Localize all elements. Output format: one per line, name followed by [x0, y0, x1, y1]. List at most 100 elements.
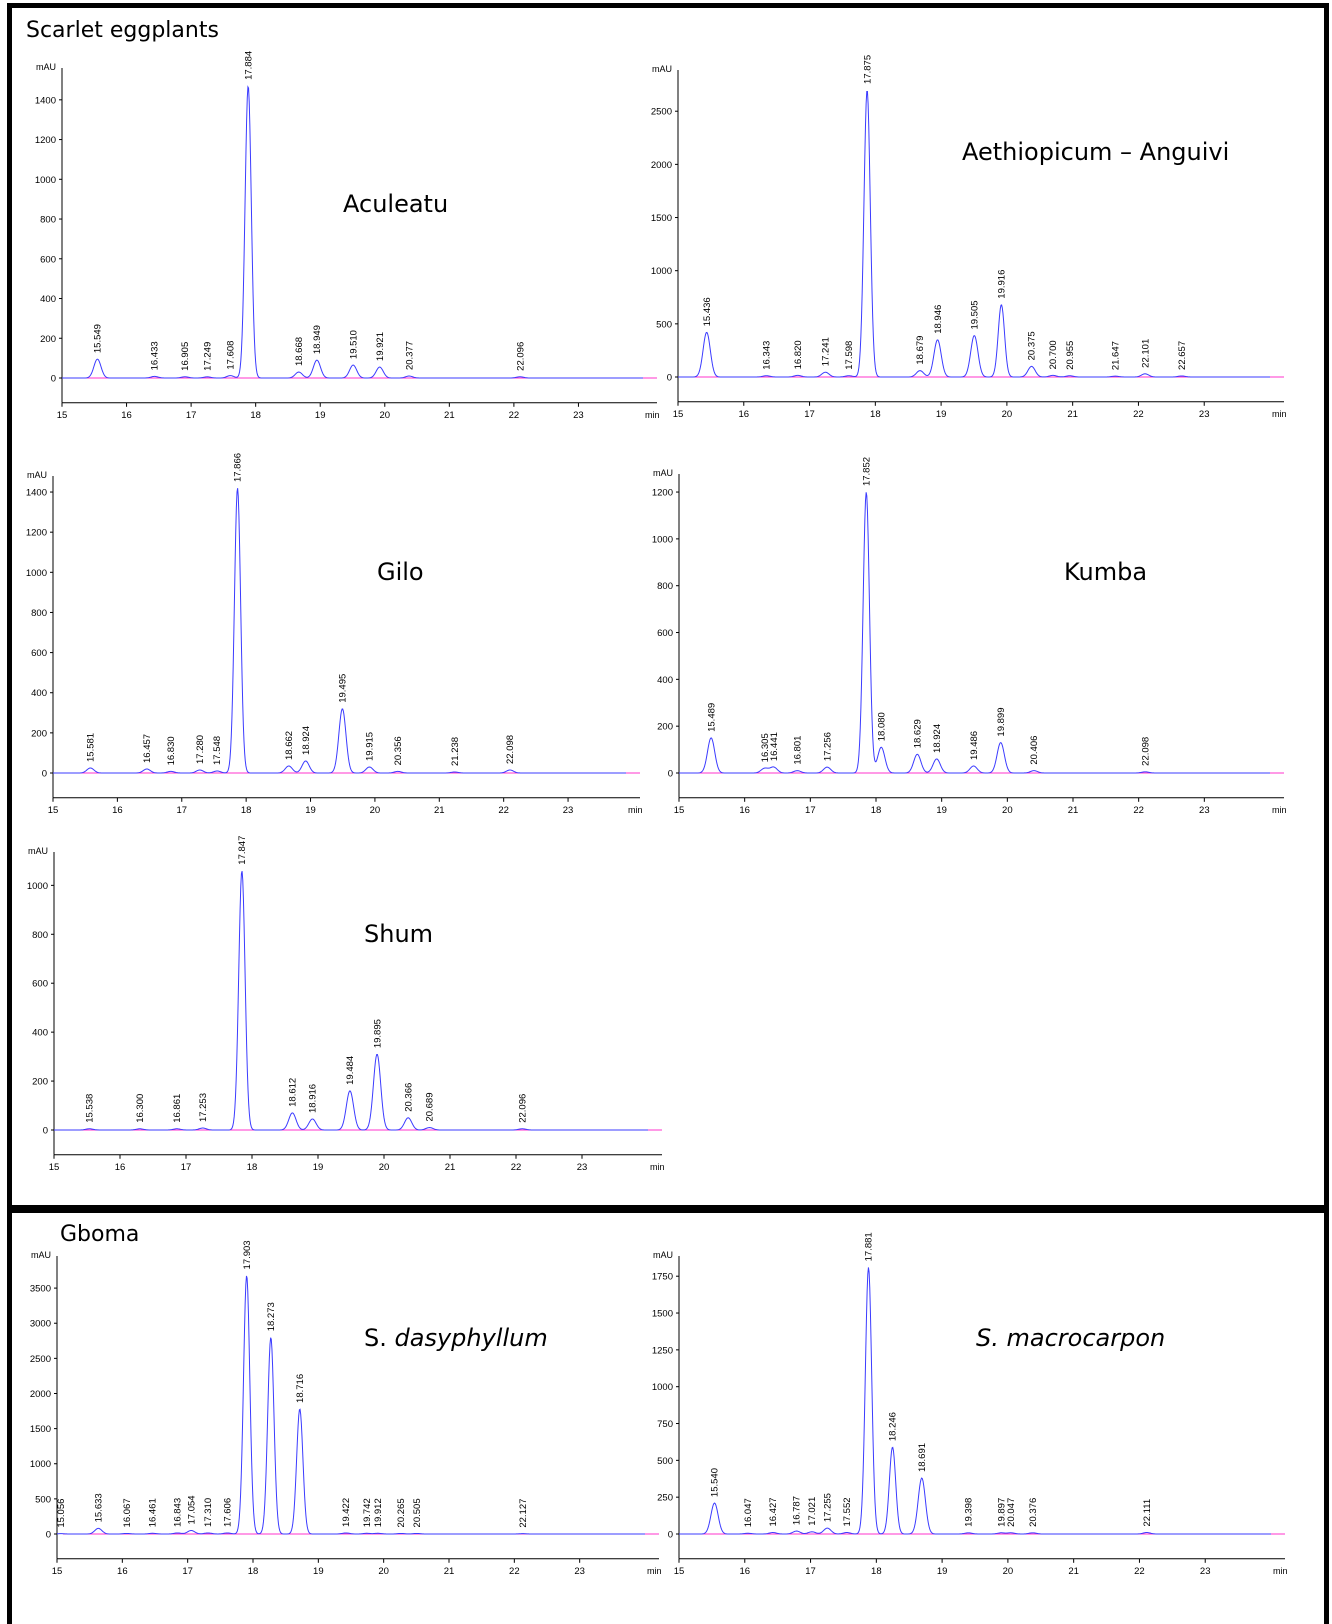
chart-title: Gilo	[377, 558, 424, 586]
y-tick-label: 1250	[652, 1345, 673, 1356]
peak-label: 19.912	[373, 1498, 384, 1527]
x-tick-label: 23	[573, 410, 584, 421]
x-tick-label: 22	[1133, 409, 1144, 420]
peak-label: 18.662	[284, 731, 295, 760]
x-tick-label: 22	[509, 1566, 520, 1577]
y-tick-label: 1000	[27, 881, 48, 892]
x-tick-label: 18	[870, 409, 881, 420]
peak-label: 15.056	[56, 1499, 67, 1528]
peak-label: 22.127	[518, 1499, 529, 1528]
x-tick-label: 23	[563, 805, 574, 816]
y-tick-label: 1000	[26, 568, 47, 579]
peak-label: 17.256	[822, 732, 833, 761]
chromatogram-dasyphyllum: mAU 0 500 1000 1500 2000 2500 3000 3500 15 16 17 18 1…	[30, 1240, 662, 1577]
peak-label: 16.300	[135, 1094, 146, 1123]
peak-label: 17.606	[222, 1498, 233, 1527]
peak-label: 19.915	[365, 732, 376, 761]
peak-label: 17.310	[203, 1498, 214, 1527]
y-tick-label: 0	[667, 373, 672, 384]
y-tick-label: 800	[657, 581, 673, 592]
peak-label: 17.847	[237, 836, 248, 865]
y-tick-label: 3000	[30, 1319, 51, 1330]
chart-title: Aethiopicum – Anguivi	[962, 138, 1229, 166]
y-tick-label: 0	[42, 769, 47, 780]
x-tick-label: 21	[1067, 409, 1078, 420]
peak-label: 17.852	[861, 457, 872, 486]
x-tick-label: 20	[1002, 409, 1013, 420]
x-tick-label: 20	[1003, 1566, 1014, 1577]
peak-label: 16.843	[173, 1498, 184, 1527]
x-tick-label: 16	[112, 805, 123, 816]
peak-label: 18.612	[288, 1078, 299, 1107]
x-tick-label: 21	[444, 410, 455, 421]
peak-label: 17.054	[186, 1495, 197, 1524]
y-tick-label: 1500	[651, 213, 672, 224]
y-tick-label: 1500	[652, 1309, 673, 1320]
peak-label: 17.903	[242, 1240, 253, 1269]
y-tick-label: 200	[657, 722, 673, 733]
peak-label: 15.540	[710, 1468, 721, 1497]
y-tick-label: 400	[657, 675, 673, 686]
y-tick-label: 800	[40, 215, 56, 226]
peak-label: 17.241	[821, 337, 832, 366]
y-tick-label: 0	[668, 769, 673, 780]
chart-title: S. dasyphyllum	[364, 1324, 548, 1352]
y-tick-label: 1000	[651, 266, 672, 277]
y-tick-label: 200	[32, 1077, 48, 1088]
chart-title: Kumba	[1064, 558, 1147, 586]
peak-label: 19.921	[375, 332, 386, 361]
x-unit-label: min	[645, 410, 660, 420]
y-unit-label: mAU	[653, 1250, 673, 1260]
chart-title: S. macrocarpon	[976, 1324, 1165, 1352]
y-tick-label: 2500	[651, 107, 672, 118]
peak-label: 15.581	[86, 733, 97, 762]
y-tick-label: 2000	[651, 160, 672, 171]
peak-label: 22.096	[518, 1094, 529, 1123]
x-tick-label: 22	[498, 805, 509, 816]
peak-label: 19.484	[345, 1056, 356, 1085]
chart-title-species: dasyphyllum	[395, 1324, 548, 1352]
x-tick-label: 16	[739, 1566, 750, 1577]
x-tick-label: 21	[444, 1566, 455, 1577]
peak-label: 20.955	[1065, 341, 1076, 370]
peak-label: 20.376	[1028, 1498, 1039, 1527]
x-tick-label: 15	[48, 805, 59, 816]
x-tick-label: 18	[247, 1162, 258, 1173]
peak-label: 16.787	[792, 1496, 803, 1525]
peak-label: 17.021	[807, 1497, 818, 1526]
y-unit-label: mAU	[31, 1250, 51, 1260]
peak-label: 18.924	[301, 726, 312, 755]
peak-label: 20.366	[403, 1083, 414, 1112]
y-tick-label: 500	[35, 1494, 51, 1505]
chromatogram-trace	[62, 85, 643, 379]
peak-label: 16.343	[762, 341, 773, 370]
chart-title-prefix: S.	[364, 1324, 395, 1352]
peak-label: 16.067	[122, 1498, 133, 1527]
x-tick-label: 15	[674, 805, 685, 816]
y-tick-label: 600	[31, 648, 47, 659]
peak-label: 19.505	[970, 300, 981, 329]
peak-label: 18.691	[917, 1443, 928, 1472]
peak-label: 16.461	[148, 1498, 159, 1527]
y-tick-label: 1200	[35, 135, 56, 146]
y-unit-label: mAU	[36, 62, 56, 72]
x-tick-label: 20	[379, 410, 390, 421]
peak-label: 21.647	[1110, 341, 1121, 370]
peak-label: 16.830	[166, 736, 177, 765]
y-tick-label: 1000	[652, 1382, 673, 1393]
peak-label: 16.305	[760, 733, 771, 762]
peak-label: 18.924	[932, 724, 943, 753]
y-tick-label: 200	[40, 334, 56, 345]
y-unit-label: mAU	[28, 846, 48, 856]
chromatogram-aethiopicum: mAU 0 500 1000 1500 2000 2500 15 16 17 18 19 20 21 22 2…	[651, 55, 1287, 420]
peak-label: 20.505	[412, 1498, 423, 1527]
peak-label: 16.441	[769, 732, 780, 761]
x-tick-label: 22	[1134, 1566, 1145, 1577]
y-tick-label: 400	[40, 294, 56, 305]
y-tick-label: 1750	[652, 1272, 673, 1283]
x-unit-label: min	[647, 1566, 662, 1576]
x-tick-label: 17	[186, 410, 197, 421]
x-unit-label: min	[1272, 409, 1287, 419]
peak-label: 20.375	[1027, 331, 1038, 360]
chromatogram-aculeatu: mAU 0 200 400 600 800 1000 1200 1400 15 16 17 18 19 20…	[35, 51, 660, 421]
